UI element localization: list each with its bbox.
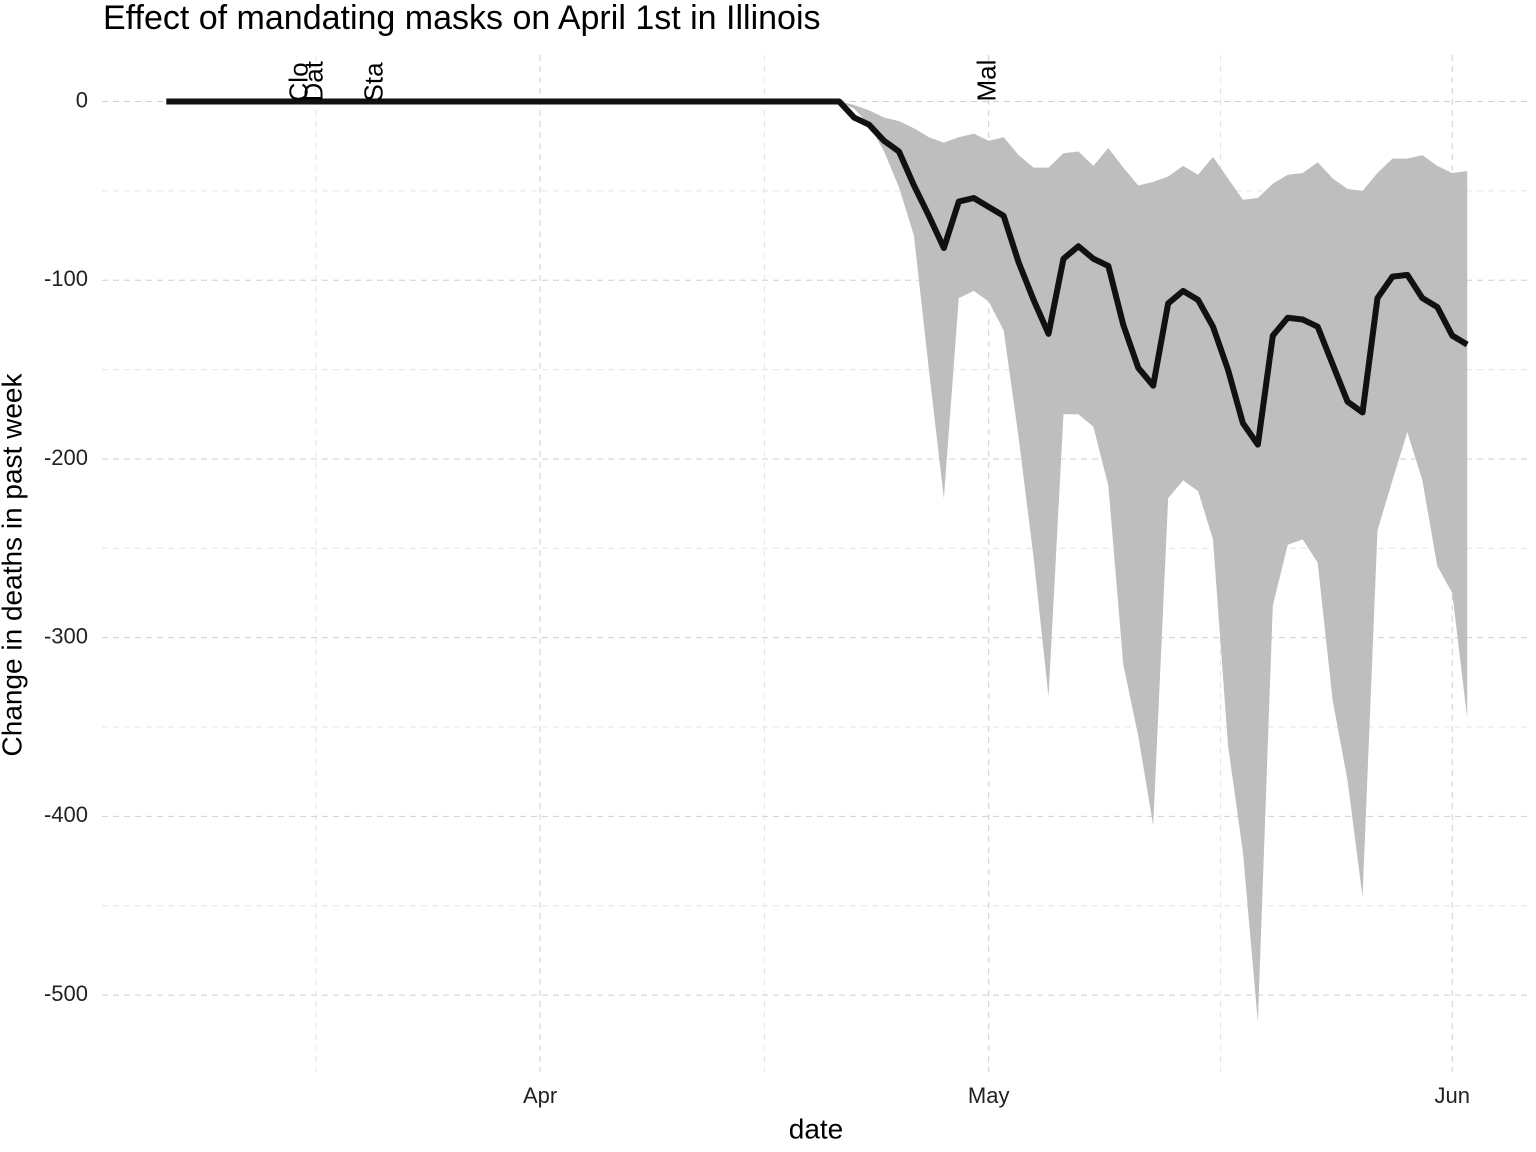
- annotation: Mal: [972, 60, 1002, 102]
- annotation: Dat: [299, 60, 329, 101]
- x-axis-label: date: [789, 1113, 844, 1144]
- x-tick-label: May: [968, 1083, 1010, 1108]
- y-tick-label: 0: [76, 87, 88, 112]
- y-tick-label: -500: [44, 981, 88, 1006]
- chart-title: Effect of mandating masks on April 1st i…: [103, 0, 821, 37]
- y-axis-label: Change in deaths in past week: [0, 373, 27, 757]
- y-tick-label: -300: [44, 623, 88, 648]
- confidence-band: [839, 101, 1468, 1022]
- annotation: Sta: [359, 62, 389, 102]
- x-tick-label: Apr: [523, 1083, 557, 1108]
- y-tick-label: -200: [44, 445, 88, 470]
- line: [166, 98, 1469, 448]
- y-tick-label: -400: [44, 802, 88, 827]
- x-tick-label: Jun: [1435, 1083, 1470, 1108]
- annotation: Clo: [284, 62, 314, 101]
- y-tick-label: -100: [44, 266, 88, 291]
